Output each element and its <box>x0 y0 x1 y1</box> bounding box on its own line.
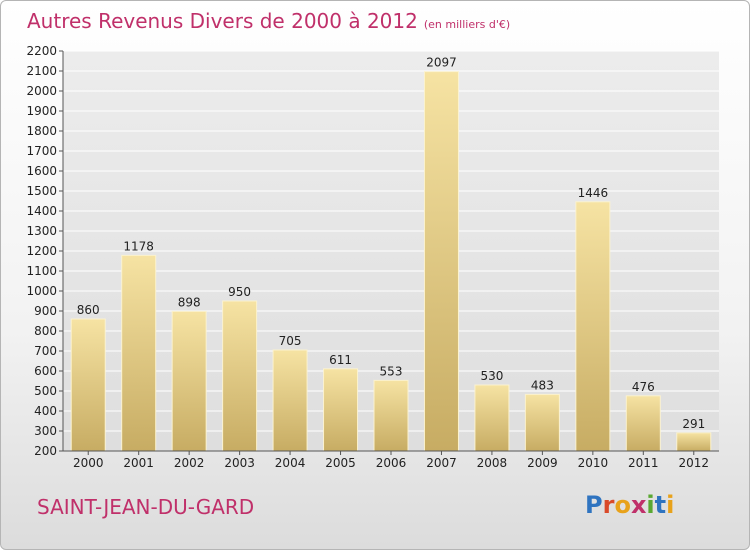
y-tick-label: 1300 <box>26 224 57 238</box>
chart-title: Autres Revenus Divers de 2000 à 2012 (en … <box>27 9 510 33</box>
bar <box>222 300 258 452</box>
logo-letter: t <box>654 491 667 519</box>
bar-value-label: 898 <box>178 295 201 309</box>
y-tick-label: 2200 <box>26 44 57 58</box>
y-tick-label: 400 <box>34 404 57 418</box>
logo-letter: i <box>646 491 655 519</box>
bar <box>70 318 106 452</box>
y-tick-label: 1400 <box>26 204 57 218</box>
y-tick-label: 1900 <box>26 104 57 118</box>
y-tick-label: 800 <box>34 324 57 338</box>
y-tick-label: 1600 <box>26 164 57 178</box>
y-tick-label: 600 <box>34 364 57 378</box>
y-tick-label: 900 <box>34 304 57 318</box>
x-tick-label: 2012 <box>678 456 709 470</box>
bar <box>676 432 712 452</box>
bar-value-label: 2097 <box>426 56 457 70</box>
bars <box>70 71 712 452</box>
bar <box>272 349 308 452</box>
bar-value-label: 1446 <box>578 186 609 200</box>
bar-value-label: 476 <box>632 380 655 394</box>
x-tick-label: 2001 <box>123 456 154 470</box>
y-tick-label: 200 <box>34 444 57 458</box>
bar-value-label: 530 <box>480 369 503 383</box>
y-tick-label: 2100 <box>26 64 57 78</box>
bar-value-label: 705 <box>279 334 302 348</box>
logo-letter: r <box>602 491 615 519</box>
bar-value-label: 950 <box>228 285 251 299</box>
axes: 200 300 400 500 600 700 800 900 1000 1100 1200 1300… <box>26 44 719 470</box>
x-tick-label: 2011 <box>628 456 659 470</box>
bar-value-label: 860 <box>77 303 100 317</box>
bar-value-label: 611 <box>329 353 352 367</box>
bar-value-label: 291 <box>682 417 705 431</box>
y-tick-label: 1100 <box>26 264 57 278</box>
y-tick-label: 2000 <box>26 84 57 98</box>
y-tick-label: 1000 <box>26 284 57 298</box>
bar <box>524 393 560 452</box>
x-tick-label: 2010 <box>578 456 609 470</box>
bar <box>575 201 611 452</box>
x-tick-label: 2005 <box>325 456 356 470</box>
y-tick-label: 300 <box>34 424 57 438</box>
x-tick-label: 2003 <box>224 456 255 470</box>
x-tick-label: 2000 <box>73 456 104 470</box>
logo-letter: o <box>614 491 631 519</box>
bar-value-label: 483 <box>531 378 554 392</box>
x-tick-label: 2009 <box>527 456 558 470</box>
data-labels: 860 1178 898 950 705 611 553 2097 530 483 1446 476 2… <box>77 56 705 431</box>
bar-value-label: 553 <box>380 364 403 378</box>
x-tick-label: 2008 <box>477 456 508 470</box>
bar <box>171 310 207 452</box>
bar <box>323 368 359 452</box>
logo-letter: i <box>666 491 675 519</box>
y-tick-label: 1200 <box>26 244 57 258</box>
city-name: SAINT-JEAN-DU-GARD <box>37 495 255 519</box>
y-tick-label: 500 <box>34 384 57 398</box>
bar <box>625 395 661 452</box>
y-tick-label: 700 <box>34 344 57 358</box>
x-tick-label: 2002 <box>174 456 205 470</box>
bar <box>121 254 157 452</box>
logo-letter: x <box>630 491 647 519</box>
bar <box>474 384 510 452</box>
logo-letter: P <box>585 491 603 519</box>
bar <box>373 379 409 452</box>
x-tick-label: 2006 <box>376 456 407 470</box>
x-tick-label: 2007 <box>426 456 457 470</box>
chart-title-text: Autres Revenus Divers de 2000 à 2012 <box>27 9 418 33</box>
chart-subtitle: (en milliers d'€) <box>423 18 511 31</box>
y-tick-label: 1700 <box>26 144 57 158</box>
y-tick-label: 1500 <box>26 184 57 198</box>
proxiti-logo: Proxiti <box>585 491 674 519</box>
y-tick-label: 1800 <box>26 124 57 138</box>
bar-value-label: 1178 <box>123 239 154 253</box>
bar <box>423 71 459 452</box>
x-tick-label: 2004 <box>275 456 306 470</box>
